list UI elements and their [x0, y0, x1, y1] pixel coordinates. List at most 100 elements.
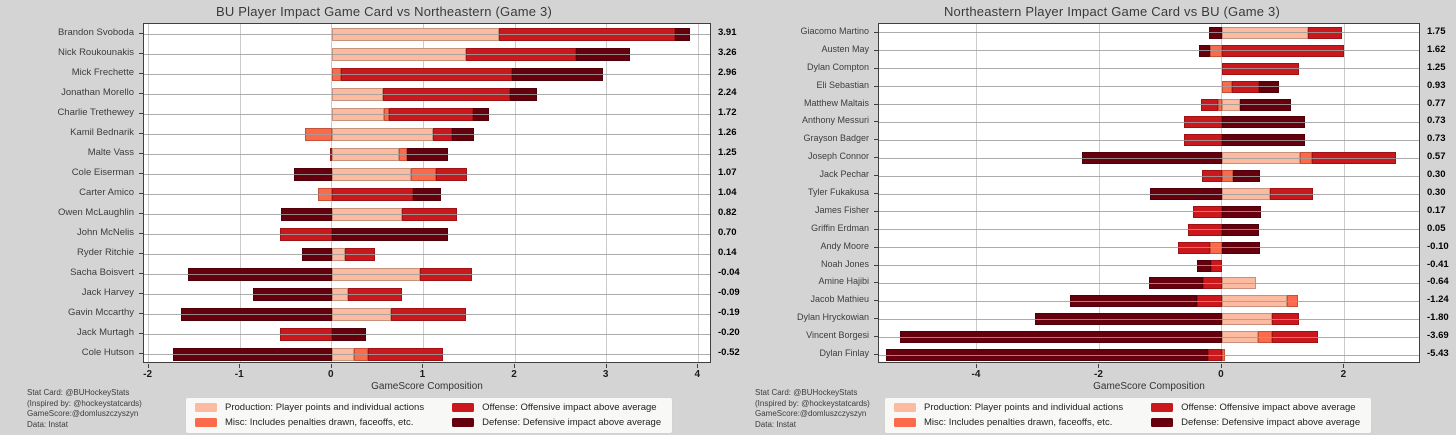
y-tick-mark [874, 336, 878, 338]
y-tick-mark [874, 210, 878, 212]
player-total-value: 0.05 [1427, 222, 1446, 234]
gridline-y [879, 336, 1419, 338]
legend-label-defense: Defense: Defensive impact above average [1181, 417, 1361, 428]
gridline-y [144, 73, 710, 75]
gridline-y [879, 32, 1419, 34]
player-name-label: Nick Roukounakis [57, 47, 134, 58]
x-axis-label-bu: GameScore Composition [371, 381, 483, 392]
legend-item-defense: Defense: Defensive impact above average [1151, 417, 1360, 428]
gridline-y [879, 157, 1419, 159]
y-tick-mark [139, 213, 143, 214]
player-name-label: Giacomo Martino [800, 25, 869, 36]
x-tick-label: -2 [143, 369, 153, 380]
gridline-y [144, 133, 710, 135]
y-tick-mark [139, 353, 143, 354]
gridline-y [879, 175, 1419, 177]
player-name-label: Gavin Mccarthy [68, 307, 134, 318]
y-tick-mark [139, 153, 143, 154]
legend-item-misc: Misc: Includes penalties drawn, faceoffs… [894, 417, 1123, 428]
x-tick-label: 2 [511, 369, 517, 380]
credit-line: Data: Instat [27, 419, 68, 429]
y-tick-mark [139, 173, 143, 174]
gridline-x [1098, 24, 1100, 362]
credit-line: GameScore:@domluszczyszyn [27, 409, 139, 418]
player-name-label: Kamil Bednarik [70, 127, 134, 138]
player-name-label: Grayson Badger [803, 133, 869, 144]
gridline-y [879, 139, 1419, 141]
gridline-y [879, 121, 1419, 123]
credit-line: GameScore:@domluszczyszyn [755, 409, 867, 418]
player-total-value: 0.17 [1427, 204, 1446, 216]
gridline-y [144, 33, 710, 35]
x-tick-label: 1 [419, 369, 426, 380]
gridline-y [144, 293, 710, 295]
player-total-value: 0.30 [1427, 169, 1446, 181]
player-total-value: -0.10 [1427, 240, 1449, 252]
player-name-label: Jonathan Morello [61, 87, 134, 98]
player-total-value: 1.75 [1427, 25, 1446, 37]
legend-item-offense: Offense: Offensive impact above average [1151, 402, 1360, 413]
offense-swatch-icon [452, 403, 475, 412]
player-name-label: Dylan Compton [806, 61, 869, 72]
y-tick-mark [139, 93, 143, 94]
x-tick-label: 0 [1218, 369, 1224, 380]
player-name-label: Cole Hutson [81, 347, 134, 358]
y-tick-mark [139, 253, 143, 254]
credit-line: Stat Card: @BUHockeyStats [27, 388, 130, 397]
credit-line: Data: Instat [755, 419, 796, 429]
y-tick-mark [874, 103, 878, 105]
player-name-label: Owen McLaughlin [57, 207, 134, 218]
player-total-value: -0.09 [718, 287, 740, 298]
bu-chart-panel: BU Player Impact Game Card vs Northeaste… [27, 4, 740, 434]
player-total-value: -3.69 [1427, 330, 1449, 342]
legend-item-production: Production: Player points and individual… [894, 402, 1123, 413]
misc-swatch-icon [195, 418, 217, 427]
player-total-value: -0.52 [718, 347, 740, 358]
player-name-label: Sacha Boisvert [70, 267, 134, 278]
legend-label-production: Production: Player points and individual… [225, 402, 425, 413]
gridline-y [879, 104, 1419, 106]
x-tick-mark [1098, 364, 1100, 368]
legend-label-offense: Offense: Offensive impact above average [1181, 402, 1356, 413]
player-total-value: 3.26 [718, 47, 737, 58]
y-tick-mark [139, 113, 143, 114]
y-tick-mark [139, 293, 143, 294]
gridline-x [697, 24, 699, 362]
player-name-label: Noah Jones [820, 258, 869, 269]
credits-bu: Stat Card: @BUHockeyStats (Inspired by: @… [27, 388, 142, 430]
production-swatch-icon [894, 403, 916, 412]
player-total-value: -1.80 [1427, 312, 1449, 324]
gridline-x [239, 24, 241, 362]
legend-label-defense: Defense: Defensive impact above average [482, 417, 662, 428]
player-total-value: -5.43 [1427, 348, 1449, 360]
chart-title-bu: BU Player Impact Game Card vs Northeaste… [215, 4, 553, 19]
player-name-label: Charlie Trethewey [57, 107, 134, 118]
offense-swatch-icon [1151, 403, 1174, 412]
player-name-label: Jack Harvey [81, 287, 134, 298]
y-tick-mark [874, 67, 878, 69]
y-tick-mark [874, 282, 878, 284]
y-tick-mark [874, 228, 878, 230]
gridline-y [144, 273, 710, 275]
y-tick-mark [874, 49, 878, 51]
player-total-value: -1.24 [1427, 294, 1449, 306]
legend-bu: Production: Player points and individual… [185, 397, 674, 434]
x-tick-mark [605, 364, 607, 368]
player-total-value: 0.70 [718, 227, 737, 238]
player-total-value: 0.73 [1427, 133, 1446, 145]
gridline-y [144, 193, 710, 195]
player-total-value: 1.07 [718, 167, 737, 178]
gridline-y [879, 265, 1419, 267]
player-name-label: Austen May [821, 43, 869, 54]
player-total-value: 0.93 [1427, 79, 1446, 91]
y-tick-mark [874, 193, 878, 194]
x-tick-mark [975, 364, 977, 368]
player-total-value: -0.04 [718, 267, 740, 278]
player-name-label: Brandon Svoboda [57, 27, 134, 38]
gridline-y [144, 253, 710, 255]
gridline-y [144, 233, 710, 235]
gridline-y [144, 113, 710, 115]
x-tick-label: -4 [971, 369, 981, 380]
player-name-label: Jack Murtagh [76, 327, 134, 338]
x-axis-label-northeastern: GameScore Composition [1093, 381, 1205, 392]
